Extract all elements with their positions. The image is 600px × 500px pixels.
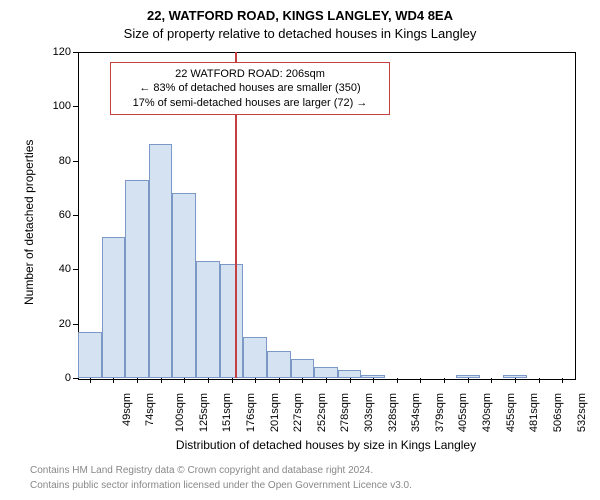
x-tick-mark bbox=[184, 378, 185, 383]
x-tick-label: 100sqm bbox=[174, 393, 186, 432]
x-tick-label: 481sqm bbox=[528, 393, 540, 432]
x-tick-mark bbox=[208, 378, 209, 383]
y-tick-mark bbox=[73, 269, 78, 270]
histogram-bar bbox=[291, 359, 315, 378]
x-tick-mark bbox=[515, 378, 516, 383]
histogram-bar bbox=[149, 144, 173, 378]
x-tick-label: 74sqm bbox=[144, 393, 156, 426]
y-tick-label: 0 bbox=[37, 372, 71, 384]
x-tick-label: 278sqm bbox=[340, 393, 352, 432]
x-tick-mark bbox=[397, 378, 398, 383]
y-tick-label: 100 bbox=[37, 100, 71, 112]
x-tick-mark bbox=[491, 378, 492, 383]
y-tick-mark bbox=[73, 52, 78, 53]
x-tick-label: 201sqm bbox=[269, 393, 281, 432]
histogram-bar bbox=[125, 180, 149, 378]
chart-title: 22, WATFORD ROAD, KINGS LANGLEY, WD4 8EA bbox=[0, 8, 600, 23]
footer-attribution: Contains public sector information licen… bbox=[30, 480, 412, 491]
x-tick-mark bbox=[444, 378, 445, 383]
x-tick-label: 227sqm bbox=[292, 393, 304, 432]
y-tick-label: 20 bbox=[37, 318, 71, 330]
y-tick-label: 40 bbox=[37, 263, 71, 275]
x-tick-label: 151sqm bbox=[221, 393, 233, 432]
x-tick-mark bbox=[420, 378, 421, 383]
x-tick-mark bbox=[562, 378, 563, 383]
x-tick-mark bbox=[468, 378, 469, 383]
x-tick-mark bbox=[373, 378, 374, 383]
histogram-bar bbox=[314, 367, 338, 378]
annotation-line: ← 83% of detached houses are smaller (35… bbox=[117, 81, 383, 95]
x-tick-label: 303sqm bbox=[363, 393, 375, 432]
y-tick-mark bbox=[73, 106, 78, 107]
histogram-bar bbox=[267, 351, 291, 378]
x-tick-label: 506sqm bbox=[552, 393, 564, 432]
histogram-bar bbox=[196, 261, 220, 378]
histogram-bar bbox=[78, 332, 102, 378]
chart-subtitle: Size of property relative to detached ho… bbox=[0, 26, 600, 41]
x-tick-label: 125sqm bbox=[198, 393, 210, 432]
x-tick-label: 252sqm bbox=[316, 393, 328, 432]
x-tick-label: 49sqm bbox=[121, 393, 133, 426]
histogram-bar bbox=[220, 264, 244, 378]
y-tick-label: 60 bbox=[37, 209, 71, 221]
x-tick-mark bbox=[137, 378, 138, 383]
histogram-bar bbox=[243, 337, 267, 378]
x-tick-label: 328sqm bbox=[387, 393, 399, 432]
y-axis-title: Number of detached properties bbox=[22, 140, 36, 305]
y-tick-label: 80 bbox=[37, 155, 71, 167]
annotation-box: 22 WATFORD ROAD: 206sqm← 83% of detached… bbox=[110, 62, 390, 115]
footer-attribution: Contains HM Land Registry data © Crown c… bbox=[30, 465, 373, 476]
y-tick-mark bbox=[73, 215, 78, 216]
x-tick-mark bbox=[161, 378, 162, 383]
annotation-line: 17% of semi-detached houses are larger (… bbox=[117, 96, 383, 110]
x-tick-mark bbox=[90, 378, 91, 383]
y-tick-label: 120 bbox=[37, 46, 71, 58]
y-tick-mark bbox=[73, 161, 78, 162]
x-tick-mark bbox=[302, 378, 303, 383]
x-tick-mark bbox=[350, 378, 351, 383]
x-tick-mark bbox=[255, 378, 256, 383]
annotation-line: 22 WATFORD ROAD: 206sqm bbox=[117, 67, 383, 81]
histogram-bar bbox=[338, 370, 362, 378]
x-tick-mark bbox=[232, 378, 233, 383]
x-axis-title: Distribution of detached houses by size … bbox=[78, 438, 574, 452]
y-tick-mark bbox=[73, 378, 78, 379]
x-tick-mark bbox=[113, 378, 114, 383]
x-tick-label: 455sqm bbox=[505, 393, 517, 432]
histogram-bar bbox=[102, 237, 126, 378]
x-tick-label: 379sqm bbox=[434, 393, 446, 432]
x-tick-mark bbox=[279, 378, 280, 383]
x-tick-label: 405sqm bbox=[458, 393, 470, 432]
x-tick-mark bbox=[539, 378, 540, 383]
x-tick-label: 430sqm bbox=[481, 393, 493, 432]
histogram-bar bbox=[172, 193, 196, 378]
x-tick-label: 354sqm bbox=[410, 393, 422, 432]
x-tick-label: 532sqm bbox=[576, 393, 588, 432]
y-tick-mark bbox=[73, 324, 78, 325]
x-tick-label: 176sqm bbox=[245, 393, 257, 432]
x-tick-mark bbox=[326, 378, 327, 383]
